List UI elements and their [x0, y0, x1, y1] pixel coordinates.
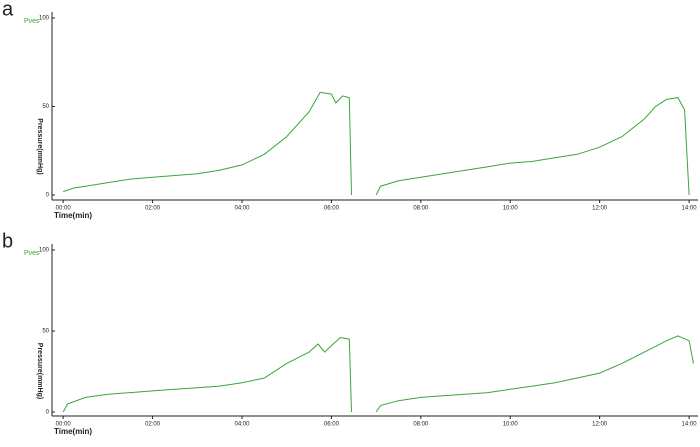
x-tick-label: 06:00 [324, 422, 340, 428]
x-tick-label: 12:00 [592, 422, 608, 428]
y-tick-label: 50 [42, 104, 49, 110]
x-tick-label: 14:00 [682, 422, 698, 428]
panel-label: b [2, 230, 13, 252]
x-tick-label: 04:00 [234, 206, 250, 212]
x-tick-label: 06:00 [324, 206, 340, 212]
y-tick-label: 50 [42, 329, 49, 335]
y-axis-label: Pressure(mmHg) [36, 118, 43, 174]
x-tick-label: 08:00 [413, 422, 429, 428]
panel-label: a [2, 0, 14, 20]
legend-label: Pves [24, 18, 40, 25]
x-tick-label: 00:00 [56, 422, 72, 428]
series-line [62, 335, 694, 413]
y-axis-label: Pressure(mmHg) [36, 343, 43, 399]
x-tick-label: 08:00 [413, 206, 429, 212]
x-tick-label: 12:00 [592, 206, 608, 212]
x-tick-label: 02:00 [145, 422, 161, 428]
legend-label: Pves [24, 250, 40, 257]
x-tick-label: 00:00 [56, 206, 72, 212]
x-tick-label: 14:00 [682, 206, 698, 212]
series-line [63, 91, 690, 196]
x-tick-label: 04:00 [234, 422, 250, 428]
y-tick-label: 100 [39, 16, 50, 22]
x-tick-label: 10:00 [503, 422, 519, 428]
x-axis-label: Time(min) [54, 211, 92, 220]
y-tick-label: 0 [46, 193, 50, 199]
y-tick-label: 0 [46, 410, 50, 416]
x-axis-label: Time(min) [54, 427, 92, 436]
x-tick-label: 02:00 [145, 206, 161, 212]
x-tick-label: 10:00 [503, 206, 519, 212]
y-tick-label: 100 [39, 248, 50, 254]
